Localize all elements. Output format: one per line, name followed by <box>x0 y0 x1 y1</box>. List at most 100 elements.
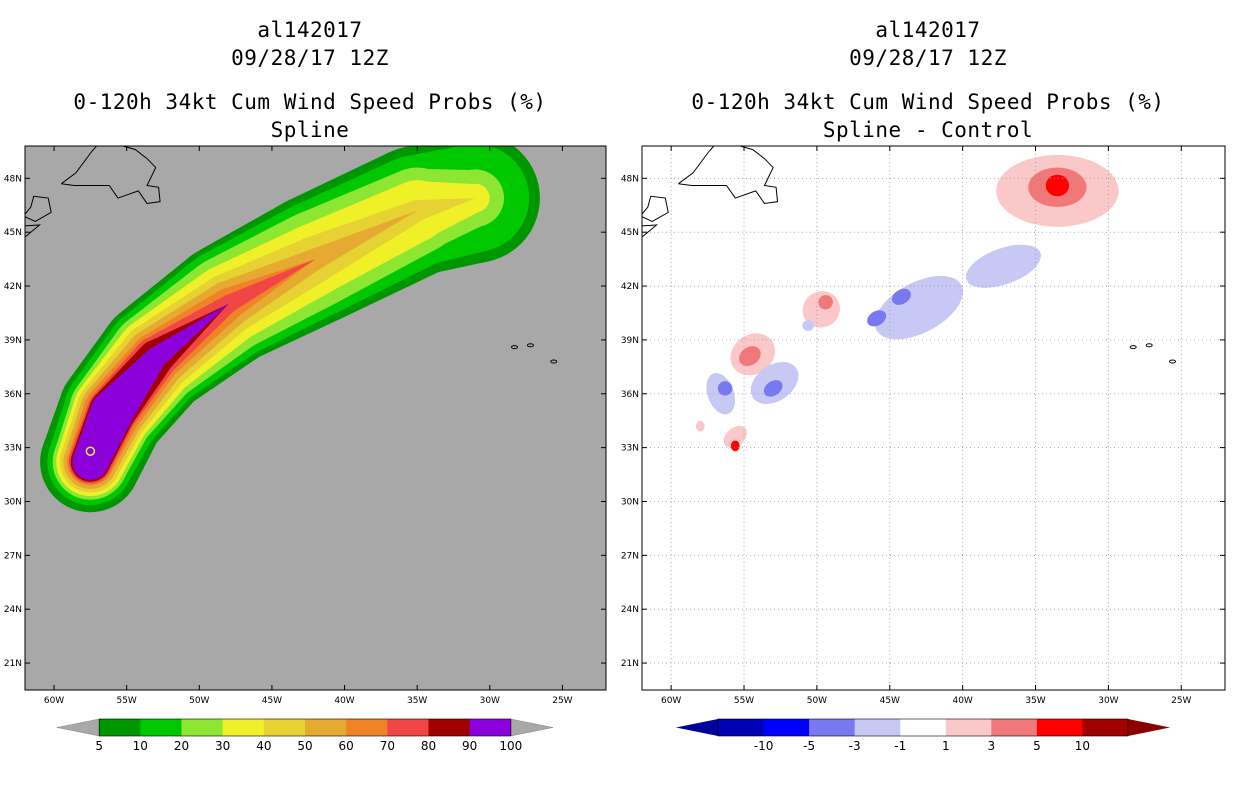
island-0 <box>510 345 518 350</box>
colorbar-box <box>717 719 764 736</box>
x-tick-label: 25W <box>1171 696 1191 706</box>
swath-tip-edge <box>85 446 96 456</box>
coastline-3 <box>642 224 659 238</box>
colorbar-label: 50 <box>297 739 312 753</box>
y-tick-label: 27N <box>621 551 639 561</box>
colorbar-label: 80 <box>421 739 436 753</box>
left-storm-id: al142017 <box>257 18 363 42</box>
colorbar-label: 20 <box>174 739 189 753</box>
plot-area-0 <box>25 146 606 690</box>
colorbar-box <box>181 719 223 736</box>
colorbar-label: 40 <box>256 739 271 753</box>
coastline-0 <box>678 146 779 204</box>
colorbar-left-cap <box>56 718 100 737</box>
x-tick-label: 25W <box>552 696 572 706</box>
y-tick-label: 27N <box>4 551 22 561</box>
colorbar-label: -3 <box>849 739 861 753</box>
colorbar-label: 1 <box>942 739 950 753</box>
x-tick-label: 60W <box>44 696 64 706</box>
prob-band-90 <box>149 303 229 367</box>
colorbar-label: -10 <box>754 739 774 753</box>
x-tick-label: 40W <box>334 696 354 706</box>
colorbar-frame <box>717 718 1129 737</box>
left-subtitle: Spline <box>270 118 350 142</box>
y-tick-label: 21N <box>621 659 639 669</box>
colorbar-label: 60 <box>339 739 354 753</box>
anomaly-17 <box>695 420 705 432</box>
colorbar-label: 90 <box>462 739 477 753</box>
colorbar-label: 10 <box>133 739 148 753</box>
colorbar-left-cap <box>676 719 718 736</box>
right-date: 09/28/17 12Z <box>849 46 1007 70</box>
anomaly-6 <box>867 310 887 327</box>
plot-background <box>642 146 1225 690</box>
y-tick-label: 24N <box>4 605 22 615</box>
y-tick-label: 36N <box>4 390 22 400</box>
coastline-0 <box>61 146 161 204</box>
island-1 <box>526 343 534 348</box>
x-tick-label: 40W <box>952 696 972 706</box>
plot-frame-1 <box>641 145 1226 691</box>
plot-frame-0 <box>24 145 607 691</box>
colorbar-box <box>346 719 388 736</box>
colorbar-box <box>263 719 306 736</box>
anomaly-12 <box>717 381 733 396</box>
colorbar-box <box>99 719 141 736</box>
colorbar-box <box>763 719 810 736</box>
y-tick-label: 39N <box>621 336 639 346</box>
left-date: 09/28/17 12Z <box>231 46 389 70</box>
colorbar-label: 10 <box>1075 739 1090 753</box>
left-title: 0-120h 34kt Cum Wind Speed Probs (%) <box>73 90 547 114</box>
y-tick-label: 48N <box>4 174 22 184</box>
colorbar-box <box>140 719 182 736</box>
colorbar-box <box>1082 719 1129 736</box>
colorbar-box <box>469 719 512 736</box>
coastline-2 <box>25 206 26 208</box>
right-title: 0-120h 34kt Cum Wind Speed Probs (%) <box>691 90 1165 114</box>
coastline-2 <box>642 206 643 208</box>
x-tick-label: 35W <box>1025 696 1045 706</box>
y-tick-label: 39N <box>4 336 22 346</box>
colorbar-right-cap <box>510 718 554 737</box>
right-storm-id: al142017 <box>875 18 981 42</box>
anomaly-16 <box>730 440 740 452</box>
prob-band-40 <box>414 198 476 222</box>
x-tick-label: 45W <box>880 696 900 706</box>
island-2 <box>550 359 558 364</box>
right-subtitle: Spline - Control <box>822 118 1034 142</box>
colorbar-label: 3 <box>988 739 996 753</box>
y-tick-label: 48N <box>621 174 639 184</box>
anomaly-2 <box>1045 174 1070 197</box>
x-tick-label: 30W <box>1098 696 1118 706</box>
island-2 <box>1169 359 1177 364</box>
colorbar-box <box>809 719 855 736</box>
y-tick-label: 36N <box>621 390 639 400</box>
anomaly-14 <box>763 380 783 397</box>
coastline-1 <box>25 195 52 222</box>
colorbar-label: 5 <box>1033 739 1041 753</box>
prob-band-50 <box>310 210 418 269</box>
anomaly-15 <box>723 425 747 448</box>
island-1 <box>1145 343 1153 348</box>
colorbar-box <box>854 719 901 736</box>
anomaly-5 <box>891 288 911 305</box>
prob-band-90-node <box>72 444 109 480</box>
anomaly-8 <box>818 294 833 310</box>
colorbar-frame <box>98 718 512 737</box>
y-tick-label: 33N <box>621 444 639 454</box>
x-tick-label: 45W <box>262 696 282 706</box>
colorbar-label: -1 <box>894 739 906 753</box>
anomaly-3 <box>965 244 1041 288</box>
colorbar-box <box>1036 719 1083 736</box>
x-tick-label: 50W <box>807 696 827 706</box>
y-tick-label: 42N <box>621 282 639 292</box>
colorbar-box <box>428 719 470 736</box>
x-tick-label: 30W <box>480 696 500 706</box>
colorbar-right-cap <box>1128 719 1170 736</box>
y-tick-label: 24N <box>621 605 639 615</box>
colorbar-box <box>387 719 429 736</box>
prob-band-70 <box>224 259 316 312</box>
colorbar-box <box>945 719 992 736</box>
colorbar-box <box>305 719 347 736</box>
x-tick-label: 50W <box>189 696 209 706</box>
